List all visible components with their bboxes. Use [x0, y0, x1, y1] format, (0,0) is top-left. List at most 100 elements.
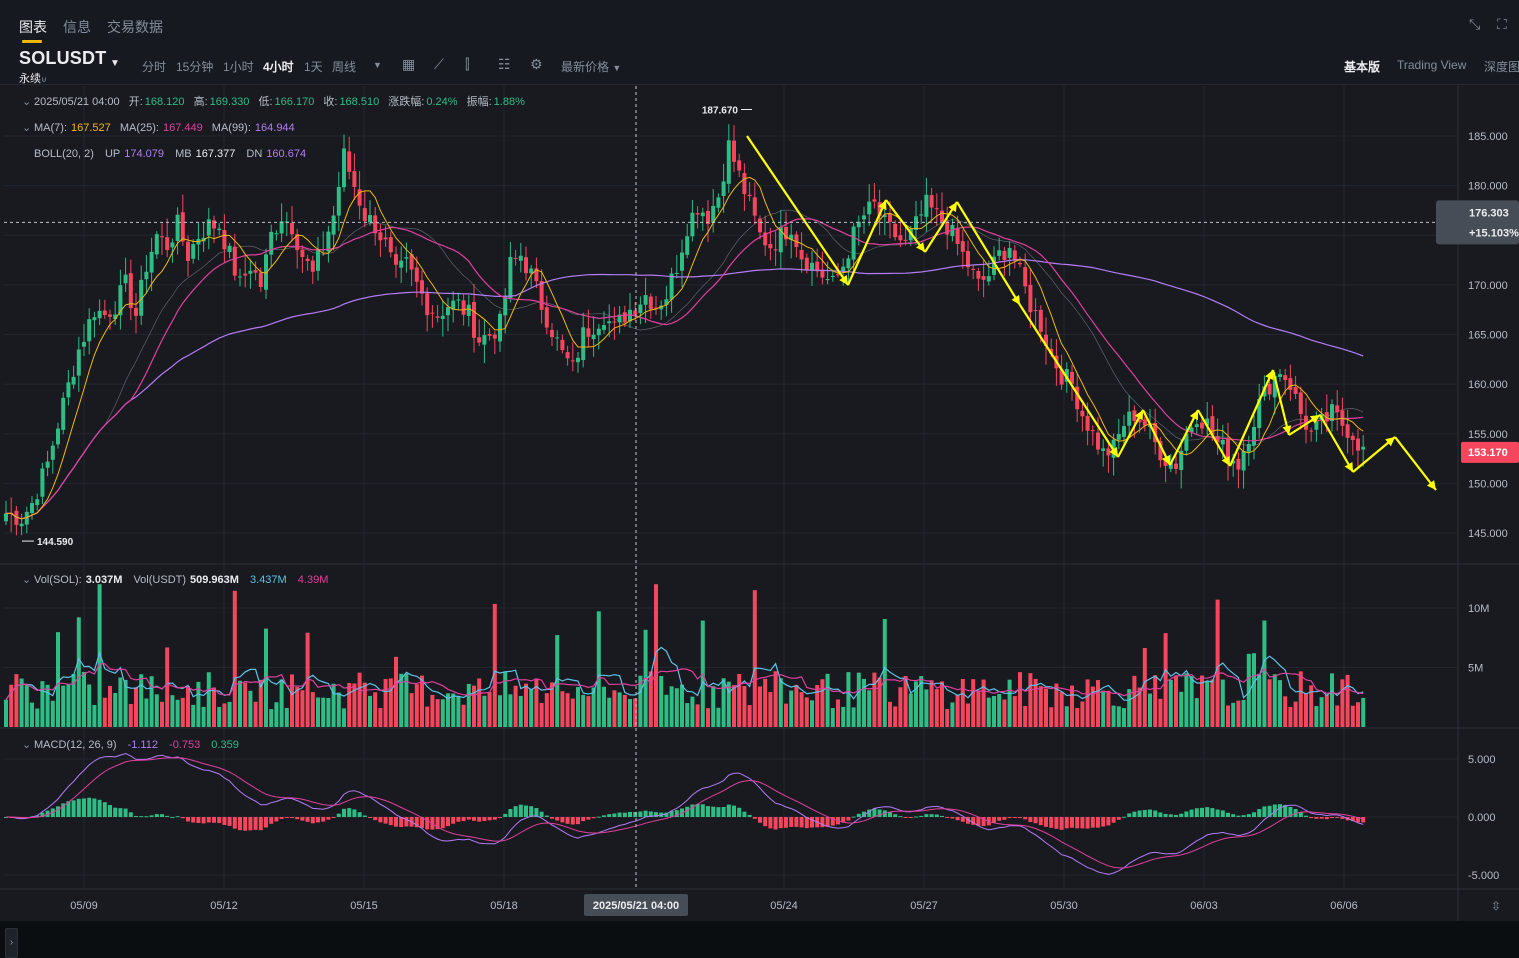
template-icon[interactable]: ☷ [498, 56, 511, 72]
macd-histogram-bar [862, 811, 866, 817]
candle-body [191, 244, 196, 259]
candle-body [492, 334, 497, 339]
volume-bar [596, 611, 601, 727]
collapse-icon[interactable]: ⤡ [1469, 16, 1481, 32]
candle-body [919, 214, 924, 216]
volume-ma-fast [5, 646, 1364, 701]
candle-body [836, 274, 840, 276]
volume-bar [362, 682, 367, 727]
volume-bar [758, 686, 762, 727]
volume-bar [19, 678, 24, 727]
interval-1w[interactable]: 周线 [332, 60, 357, 74]
annotation-segment [1019, 304, 1119, 458]
volume-bar [1361, 697, 1366, 727]
settings-gear-icon[interactable]: ⚙ [530, 56, 543, 72]
symbol-dropdown-icon[interactable]: ▼ [110, 58, 120, 69]
candle-body [628, 309, 632, 322]
tab-info[interactable]: 信息 [63, 19, 91, 35]
legend-collapse-icon[interactable]: ⌄ [22, 96, 31, 108]
candle-body [778, 226, 783, 253]
interval-1h[interactable]: 1小时 [223, 60, 254, 74]
candle-body [1252, 427, 1256, 446]
chart-area[interactable]: 145.000 150.000 155.000 160.000 165.000 170.0… [0, 85, 1519, 958]
macd-histogram-bar [1319, 817, 1324, 819]
vol-tick-label: 5M [1468, 663, 1483, 675]
volume-ma-slow [5, 663, 1364, 701]
expand-panel-button[interactable]: › [5, 928, 18, 958]
candle-body [61, 397, 66, 430]
macd-histogram-bar [1023, 817, 1028, 820]
candle-body [274, 233, 279, 235]
macd-histogram-bar [425, 817, 430, 830]
interval-4h[interactable]: 4小时 [263, 60, 294, 74]
candle-body [1101, 448, 1106, 451]
volume-bar [394, 656, 398, 727]
macd-histogram-bar [139, 816, 144, 818]
grid-lines [0, 86, 1519, 921]
candle-body [773, 249, 778, 251]
legend-ma-collapse-icon[interactable]: ⌄ [22, 122, 31, 134]
macd-histogram-bar [394, 817, 398, 827]
candle-body [934, 208, 939, 210]
candle-body [440, 315, 445, 319]
candle-type-icon[interactable]: ⫿ [465, 56, 470, 72]
volume-bar [1101, 690, 1106, 727]
calendar-icon[interactable]: ▦ [402, 56, 416, 72]
macd-histogram-bar [711, 806, 716, 817]
interval-15m[interactable]: 15分钟 [176, 60, 214, 74]
legend-macd-collapse-icon[interactable]: ⌄ [22, 739, 31, 751]
volume-bar [170, 695, 175, 727]
macd-histogram-bar [851, 816, 856, 818]
macd-histogram-bar [747, 814, 752, 817]
macd-histogram-bar [576, 817, 580, 825]
x-tick-label: 05/18 [490, 900, 518, 912]
legend-vol-collapse-icon[interactable]: ⌄ [22, 574, 31, 586]
tab-chart[interactable]: 图表 [19, 19, 47, 35]
macd-histogram-bar [1007, 817, 1012, 819]
candle-body [487, 334, 492, 336]
tab-trading-data[interactable]: 交易数据 [107, 19, 163, 35]
volume-bar [544, 693, 549, 727]
volume-bar [612, 690, 617, 727]
view-basic[interactable]: 基本版 [1344, 60, 1381, 74]
volume-bar [222, 703, 227, 727]
candle-body [1361, 446, 1366, 450]
macd-histogram-bar [1220, 810, 1225, 817]
macd-histogram-bar [274, 817, 279, 822]
macd-histogram-bar [1262, 806, 1267, 817]
volume-bar [768, 691, 773, 727]
macd-histogram-bar [1278, 804, 1282, 817]
annotation-segment [924, 201, 958, 253]
volume-bar [799, 692, 804, 727]
candle-body [1012, 250, 1017, 261]
x-tick-label: 05/27 [910, 900, 938, 912]
last-price-tag [1461, 441, 1519, 463]
volume-bar [747, 705, 752, 727]
macd-histogram-bar [243, 817, 248, 831]
symbol-name[interactable]: SOLUSDT [19, 48, 107, 68]
macd-histogram-bar [1272, 804, 1277, 817]
fullscreen-icon[interactable]: ⛶ [1497, 16, 1507, 32]
volume-bar [955, 694, 960, 727]
candle-body [352, 171, 357, 187]
volume-bar [872, 672, 877, 727]
macd-histogram-bar [591, 817, 596, 819]
chart-svg[interactable]: 145.000 150.000 155.000 160.000 165.000 170.0… [0, 85, 1519, 921]
candle-body [576, 357, 580, 363]
interval-time[interactable]: 分时 [142, 60, 167, 74]
macd-histogram-bar [61, 803, 66, 817]
macd-histogram-bar [997, 817, 1002, 821]
candle-body [388, 237, 393, 253]
price-type-select[interactable]: 最新价格 ▼ [561, 60, 622, 74]
interval-1d[interactable]: 1天 [304, 60, 323, 74]
macd-histogram-bar [529, 806, 534, 817]
indicator-icon[interactable]: ⟋ [434, 56, 444, 72]
view-tradingview[interactable]: Trading View [1397, 58, 1467, 72]
candle-body [1044, 334, 1048, 347]
interval-more-icon[interactable]: ▼ [373, 60, 382, 70]
macd-histogram-bar [893, 814, 898, 817]
macd-histogram-bar [825, 817, 830, 827]
macd-histogram-bar [721, 806, 726, 817]
volume-bar [539, 702, 544, 727]
view-depth[interactable]: 深度图 [1484, 60, 1519, 74]
